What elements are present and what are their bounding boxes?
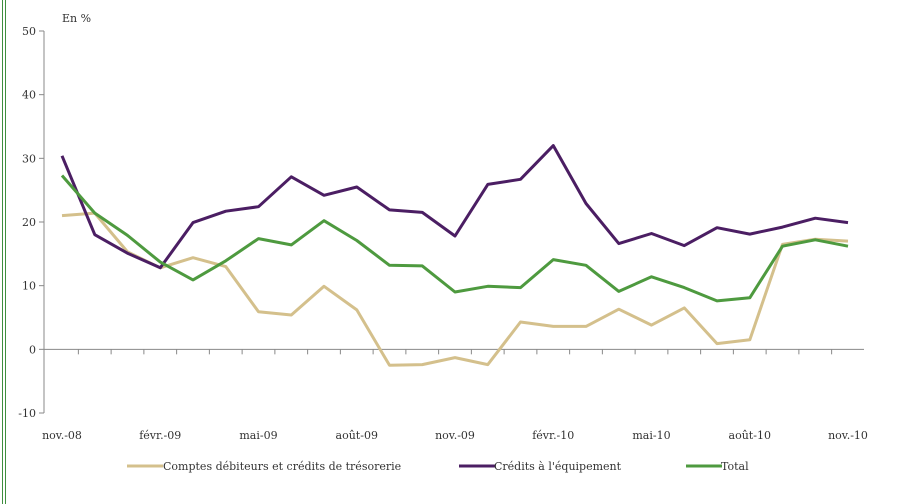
x-tick-label: nov.-10 [828,429,868,442]
legend-label: Total [721,460,749,473]
series-line-2 [60,144,849,270]
x-tick-label: mai-10 [632,429,670,442]
left-frame-border [2,0,6,504]
x-tick-label: nov.-08 [42,429,82,442]
unit-label: En % [62,12,91,25]
x-tick-label: août-09 [336,429,378,442]
x-tick-label: févr.-09 [139,429,181,442]
axes: -10 0 10 20 30 40 50 nov.-08 févr.-09 mai-09 août-… [18,25,868,442]
x-tick-label: nov.-09 [435,429,475,442]
legend: Comptes débiteurs et crédits de trésorer… [127,460,749,473]
series-line-3 [60,174,849,303]
series-line-1 [61,211,849,367]
y-tick-label: 50 [22,25,36,38]
x-tick-label: févr.-10 [532,429,574,442]
y-tick-label: 20 [22,216,36,229]
y-tick-label: 40 [22,89,36,102]
series-layer [60,144,849,367]
y-tick-label: 30 [22,152,36,165]
y-tick-label: -10 [18,407,36,420]
legend-label: Comptes débiteurs et crédits de trésorer… [163,460,401,473]
legend-label: Crédits à l'équipement [494,460,622,473]
y-tick-label: 0 [29,343,36,356]
x-tick-label: mai-09 [239,429,277,442]
x-tick-label: août-10 [729,429,771,442]
y-tick-label: 10 [22,280,36,293]
